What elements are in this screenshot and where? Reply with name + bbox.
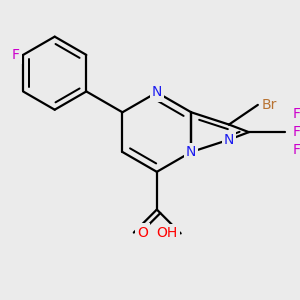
Text: F: F [292,125,300,139]
Text: F: F [12,48,20,62]
Text: N: N [152,85,162,99]
Text: N: N [224,133,234,147]
Text: OH: OH [157,226,178,240]
Text: F: F [292,107,300,121]
Text: F: F [292,143,300,157]
Text: O: O [137,226,148,240]
Text: N: N [186,145,196,159]
Text: Br: Br [262,98,277,112]
